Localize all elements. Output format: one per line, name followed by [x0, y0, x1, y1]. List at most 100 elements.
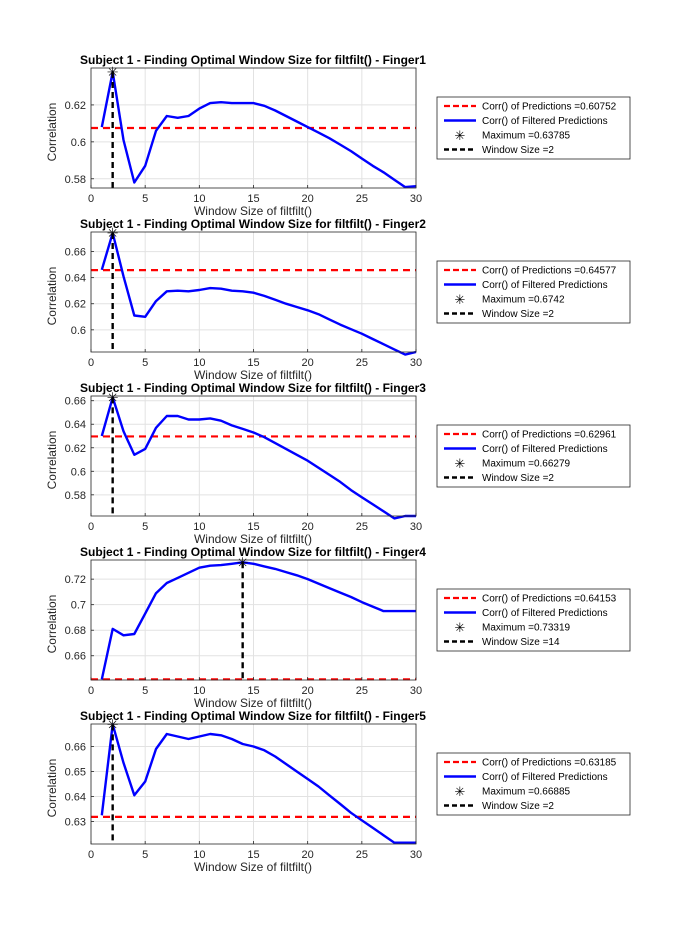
chart-title: Subject 1 - Finding Optimal Window Size … — [80, 217, 426, 231]
x-axis-label: Window Size of filtfilt() — [194, 368, 312, 382]
legend-entry: Maximum =0.6742 — [482, 295, 565, 306]
x-axis-label: Window Size of filtfilt() — [194, 860, 312, 874]
filtered-predictions-line — [100, 70, 417, 189]
y-tick-label: 0.66 — [65, 396, 86, 408]
x-tick-label: 5 — [142, 849, 148, 861]
y-tick-label: 0.64 — [65, 792, 86, 804]
y-tick-label: 0.65 — [65, 767, 86, 779]
y-tick-label: 0.63 — [65, 817, 86, 829]
legend-entry: Corr() of Filtered Predictions — [482, 116, 608, 127]
y-tick-label: 0.58 — [65, 174, 86, 186]
legend-swatch-maximum: ✳ — [455, 621, 466, 636]
x-tick-label: 0 — [88, 849, 94, 861]
y-tick-label: 0.62 — [65, 443, 86, 455]
legend-entry: Corr() of Filtered Predictions — [482, 280, 608, 291]
legend-entry: Corr() of Filtered Predictions — [482, 772, 608, 783]
legend-entry: Maximum =0.66885 — [482, 787, 571, 798]
x-tick-label: 10 — [193, 521, 205, 533]
legend-entry: Window Size =2 — [482, 145, 554, 156]
y-axis-label: Correlation — [45, 759, 59, 818]
maximum-marker: ✳ — [107, 65, 119, 81]
x-tick-label: 10 — [193, 685, 205, 697]
x-tick-label: 10 — [193, 849, 205, 861]
y-axis-label: Correlation — [45, 103, 59, 162]
y-tick-label: 0.64 — [65, 419, 86, 431]
x-tick-label: 25 — [356, 357, 368, 369]
y-tick-label: 0.58 — [65, 490, 86, 502]
x-tick-label: 15 — [247, 521, 259, 533]
legend: Corr() of Predictions =0.60752 Corr() of … — [436, 96, 631, 160]
subplot-1: ✳ 0 5 10 15 20 25 30 0.58 0.6 0.62 Subject 1 - Find… — [45, 53, 631, 218]
y-axis-label: Correlation — [45, 267, 59, 326]
legend-entry: Corr() of Predictions =0.63185 — [482, 758, 617, 769]
x-axis-label: Window Size of filtfilt() — [194, 204, 312, 218]
legend: Corr() of Predictions =0.64577 Corr() of … — [436, 260, 631, 324]
x-tick-label: 25 — [356, 849, 368, 861]
x-tick-label: 25 — [356, 193, 368, 205]
x-tick-label: 0 — [88, 685, 94, 697]
filtered-predictions-line — [100, 723, 416, 844]
x-tick-label: 5 — [142, 193, 148, 205]
x-tick-label: 5 — [142, 685, 148, 697]
y-tick-label: 0.62 — [65, 100, 86, 112]
x-tick-label: 30 — [410, 193, 422, 205]
legend-entry: Maximum =0.66279 — [482, 459, 571, 470]
legend-swatch-maximum: ✳ — [455, 457, 466, 472]
filtered-predictions-line — [100, 561, 416, 680]
chart-title: Subject 1 - Finding Optimal Window Size … — [80, 53, 426, 67]
x-axis-label: Window Size of filtfilt() — [194, 696, 312, 710]
y-tick-label: 0.64 — [65, 273, 86, 285]
maximum-marker: ✳ — [107, 226, 119, 242]
x-tick-label: 20 — [302, 521, 314, 533]
y-tick-label: 0.66 — [65, 651, 86, 663]
legend: Corr() of Predictions =0.64153 Corr() of … — [436, 588, 631, 652]
x-tick-label: 0 — [88, 193, 94, 205]
legend-entry: Corr() of Predictions =0.64577 — [482, 266, 617, 277]
x-tick-label: 15 — [247, 357, 259, 369]
filtered-predictions-line — [100, 396, 416, 520]
legend-entry: Corr() of Filtered Predictions — [482, 608, 608, 619]
subplot-3: ✳ 0 5 10 15 20 25 30 0.58 0.6 0.62 0.64 0.66Subject … — [45, 381, 631, 546]
x-tick-label: 10 — [193, 193, 205, 205]
legend-swatch-maximum: ✳ — [455, 129, 466, 144]
x-tick-label: 5 — [142, 521, 148, 533]
y-tick-label: 0.72 — [65, 574, 86, 586]
subplot-4: ✳ 0 5 10 15 20 25 30 0.66 0.68 0.7 0.72 Subject 1 - … — [45, 545, 631, 710]
legend-entry: Maximum =0.73319 — [482, 623, 571, 634]
x-tick-label: 30 — [410, 521, 422, 533]
x-tick-label: 30 — [410, 849, 422, 861]
chart-title: Subject 1 - Finding Optimal Window Size … — [80, 381, 426, 395]
y-axis-label: Correlation — [45, 595, 59, 654]
y-tick-label: 0.6 — [71, 325, 86, 337]
x-tick-label: 10 — [193, 357, 205, 369]
x-axis-label: Window Size of filtfilt() — [194, 532, 312, 546]
maximum-marker: ✳ — [107, 390, 119, 406]
x-tick-label: 30 — [410, 357, 422, 369]
x-tick-label: 20 — [302, 849, 314, 861]
y-tick-label: 0.6 — [71, 466, 86, 478]
y-tick-label: 0.7 — [71, 600, 86, 612]
subplot-5: ✳ 0 5 10 15 20 25 30 0.63 0.64 0.65 0.66 Subject 1 -… — [45, 709, 631, 874]
legend-entry: Window Size =2 — [482, 473, 554, 484]
x-tick-label: 15 — [247, 685, 259, 697]
legend-entry: Corr() of Predictions =0.60752 — [482, 102, 617, 113]
x-tick-label: 25 — [356, 521, 368, 533]
chart-title: Subject 1 - Finding Optimal Window Size … — [80, 709, 426, 723]
x-tick-label: 25 — [356, 685, 368, 697]
legend-entry: Corr() of Predictions =0.64153 — [482, 594, 617, 605]
x-tick-label: 30 — [410, 685, 422, 697]
legend: Corr() of Predictions =0.62961 Corr() of … — [436, 424, 631, 488]
x-tick-label: 15 — [247, 849, 259, 861]
legend-swatch-maximum: ✳ — [455, 785, 466, 800]
legend-swatch-maximum: ✳ — [455, 293, 466, 308]
x-tick-label: 20 — [302, 357, 314, 369]
y-tick-label: 0.6 — [71, 137, 86, 149]
x-tick-label: 15 — [247, 193, 259, 205]
y-axis-label: Correlation — [45, 431, 59, 490]
y-tick-label: 0.66 — [65, 247, 86, 259]
filtered-predictions-line — [100, 231, 417, 356]
legend-entry: Window Size =14 — [482, 637, 560, 648]
chart-title: Subject 1 - Finding Optimal Window Size … — [80, 545, 426, 559]
legend: Corr() of Predictions =0.63185 Corr() of … — [436, 752, 631, 816]
